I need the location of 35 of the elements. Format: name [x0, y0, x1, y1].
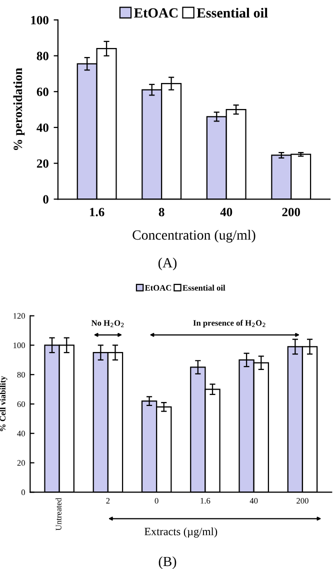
y-tick-label: 0 — [21, 490, 25, 496]
y-tick-label: 40 — [17, 430, 25, 436]
x-tick-label: 40 — [250, 498, 258, 504]
text: (A) — [158, 258, 177, 270]
x-tick-label: 1.6 — [90, 208, 104, 216]
x-tick-label: 200 — [282, 208, 300, 216]
legend-label: Essential oil — [196, 8, 268, 18]
x-tick-label: 8 — [158, 208, 164, 216]
y-tick-label: 20 — [36, 159, 48, 168]
y-tick-label: 60 — [17, 401, 25, 407]
x-axis-title: Concentration (ug/ml) — [132, 230, 256, 243]
y-tick-label: 0 — [43, 195, 48, 204]
legend-label: EtOAC — [134, 8, 178, 18]
annotation: In presence of H$_{2}$O$_{2}$ — [193, 320, 266, 328]
y-tick-label: 80 — [36, 52, 48, 60]
y-tick-label: 60 — [36, 88, 48, 96]
x-tick-label: 200 — [296, 498, 308, 504]
text: (B) — [158, 556, 176, 569]
x-axis-title: Extracts (µg/ml) — [144, 527, 218, 538]
x-tick-label: 2 — [106, 498, 110, 504]
x-tick-label: 1.6 — [200, 498, 210, 504]
y-tick-label: 120 — [14, 313, 25, 319]
x-tick-label: 0 — [154, 498, 158, 504]
y-axis-title: % Cell viability — [0, 376, 8, 432]
y-tick-label: 100 — [14, 342, 25, 348]
x-tick-label: 40 — [220, 208, 232, 216]
legend-label: EtOAC — [144, 285, 172, 291]
y-tick-label: 20 — [17, 460, 25, 466]
y-tick-label: 100 — [31, 16, 48, 24]
x-tick-label: Untreated — [56, 498, 62, 530]
annotation: No H$_{2}$O$_{2}$ — [91, 320, 124, 328]
y-axis-title: % peroxidation — [13, 68, 25, 150]
y-tick-label: 80 — [17, 372, 25, 378]
legend-label: Essential oil — [182, 284, 226, 291]
y-tick-label: 40 — [36, 123, 48, 132]
